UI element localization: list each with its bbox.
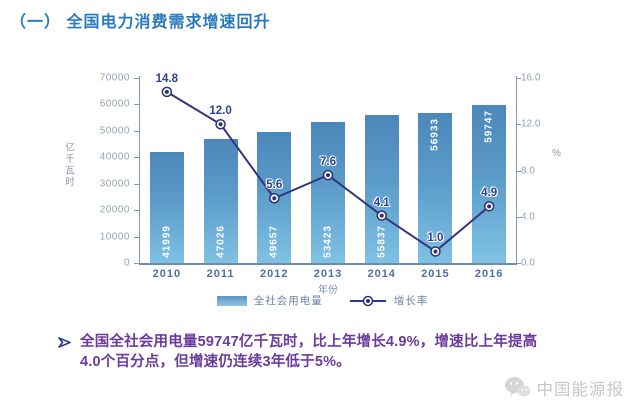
left-tick-10000: 10000 xyxy=(99,231,130,243)
x-label-2014: 2014 xyxy=(367,268,396,280)
right-tick-4.0: 4.0 xyxy=(521,211,535,223)
line-series-swatch xyxy=(349,295,386,306)
left-tick-50000: 50000 xyxy=(99,125,130,137)
plot-area: 41999 47026 49657 53423 55837 56933 59747 14.8 1… xyxy=(140,73,516,263)
x-label-2016: 2016 xyxy=(474,268,504,280)
wechat-icon xyxy=(504,377,530,397)
x-label-2011: 2011 xyxy=(206,268,235,280)
bar-2016: 59747 xyxy=(472,105,507,263)
x-label-2013: 2013 xyxy=(313,268,343,280)
legend: 全社会用电量 增长率 xyxy=(60,293,585,308)
growth-rate-label-2010: 14.8 xyxy=(155,72,179,85)
page-title: （一） 全国电力消费需求增速回升 xyxy=(10,14,271,31)
left-axis-title: 亿千瓦时 xyxy=(63,142,74,188)
watermark: 中国能源报 xyxy=(504,376,625,400)
bar-series-swatch xyxy=(216,295,247,306)
line-series-label: 增长率 xyxy=(393,295,429,307)
growth-rate-line xyxy=(161,86,495,257)
right-tick-16.0: 16.0 xyxy=(521,72,541,84)
bar-2014: 55837 xyxy=(364,115,399,263)
arrow-bullet-icon xyxy=(58,337,71,348)
growth-rate-label-2012: 5.6 xyxy=(266,179,283,192)
right-tick-0.0: 0.0 xyxy=(521,257,535,269)
left-tick-0: 0 xyxy=(123,257,130,269)
x-axis-title: 年份 xyxy=(318,285,338,296)
x-label-2010: 2010 xyxy=(152,268,182,280)
legend-item-bar: 全社会用电量 xyxy=(216,293,323,308)
right-tick-12.0: 12.0 xyxy=(521,118,541,130)
bar-2013: 53423 xyxy=(311,121,345,263)
growth-rate-label-2011: 12.0 xyxy=(209,105,232,118)
growth-rate-label-2016: 4.9 xyxy=(481,187,498,200)
summary-note-text: 全国全社会用电量59747亿千瓦时，比上年增长4.9%，增速比上年提高4.0个百… xyxy=(80,334,538,370)
right-axis-title: % xyxy=(552,148,561,159)
summary-note: 全国全社会用电量59747亿千瓦时，比上年增长4.9%，增速比上年提高4.0个百… xyxy=(58,333,558,372)
left-tick-20000: 20000 xyxy=(99,204,130,216)
left-tick-70000: 70000 xyxy=(99,72,130,84)
x-label-2012: 2012 xyxy=(260,268,289,280)
bar-2010: 41999 xyxy=(149,152,184,263)
x-axis-line xyxy=(139,263,517,265)
watermark-text: 中国能源报 xyxy=(536,381,624,399)
right-axis-line xyxy=(516,76,517,264)
left-axis-line xyxy=(139,76,140,264)
electricity-consumption-chart: 亿千瓦时 % 0 10000 20000 30000 40000 50000 60000 70… xyxy=(60,60,585,310)
legend-item-line: 增长率 xyxy=(349,293,429,308)
growth-rate-label-2014: 4.1 xyxy=(373,196,390,209)
left-tick-60000: 60000 xyxy=(99,98,130,110)
left-tick-30000: 30000 xyxy=(99,178,130,190)
x-label-2015: 2015 xyxy=(421,268,450,280)
left-tick-40000: 40000 xyxy=(99,151,130,163)
bar-series-label: 全社会用电量 xyxy=(253,295,323,307)
right-tick-8.0: 8.0 xyxy=(521,165,535,176)
bar-2015: 56933 xyxy=(418,112,453,263)
growth-rate-label-2013: 7.6 xyxy=(320,156,336,169)
bar-2011: 47026 xyxy=(203,138,238,263)
growth-rate-label-2015: 1.0 xyxy=(427,232,444,245)
